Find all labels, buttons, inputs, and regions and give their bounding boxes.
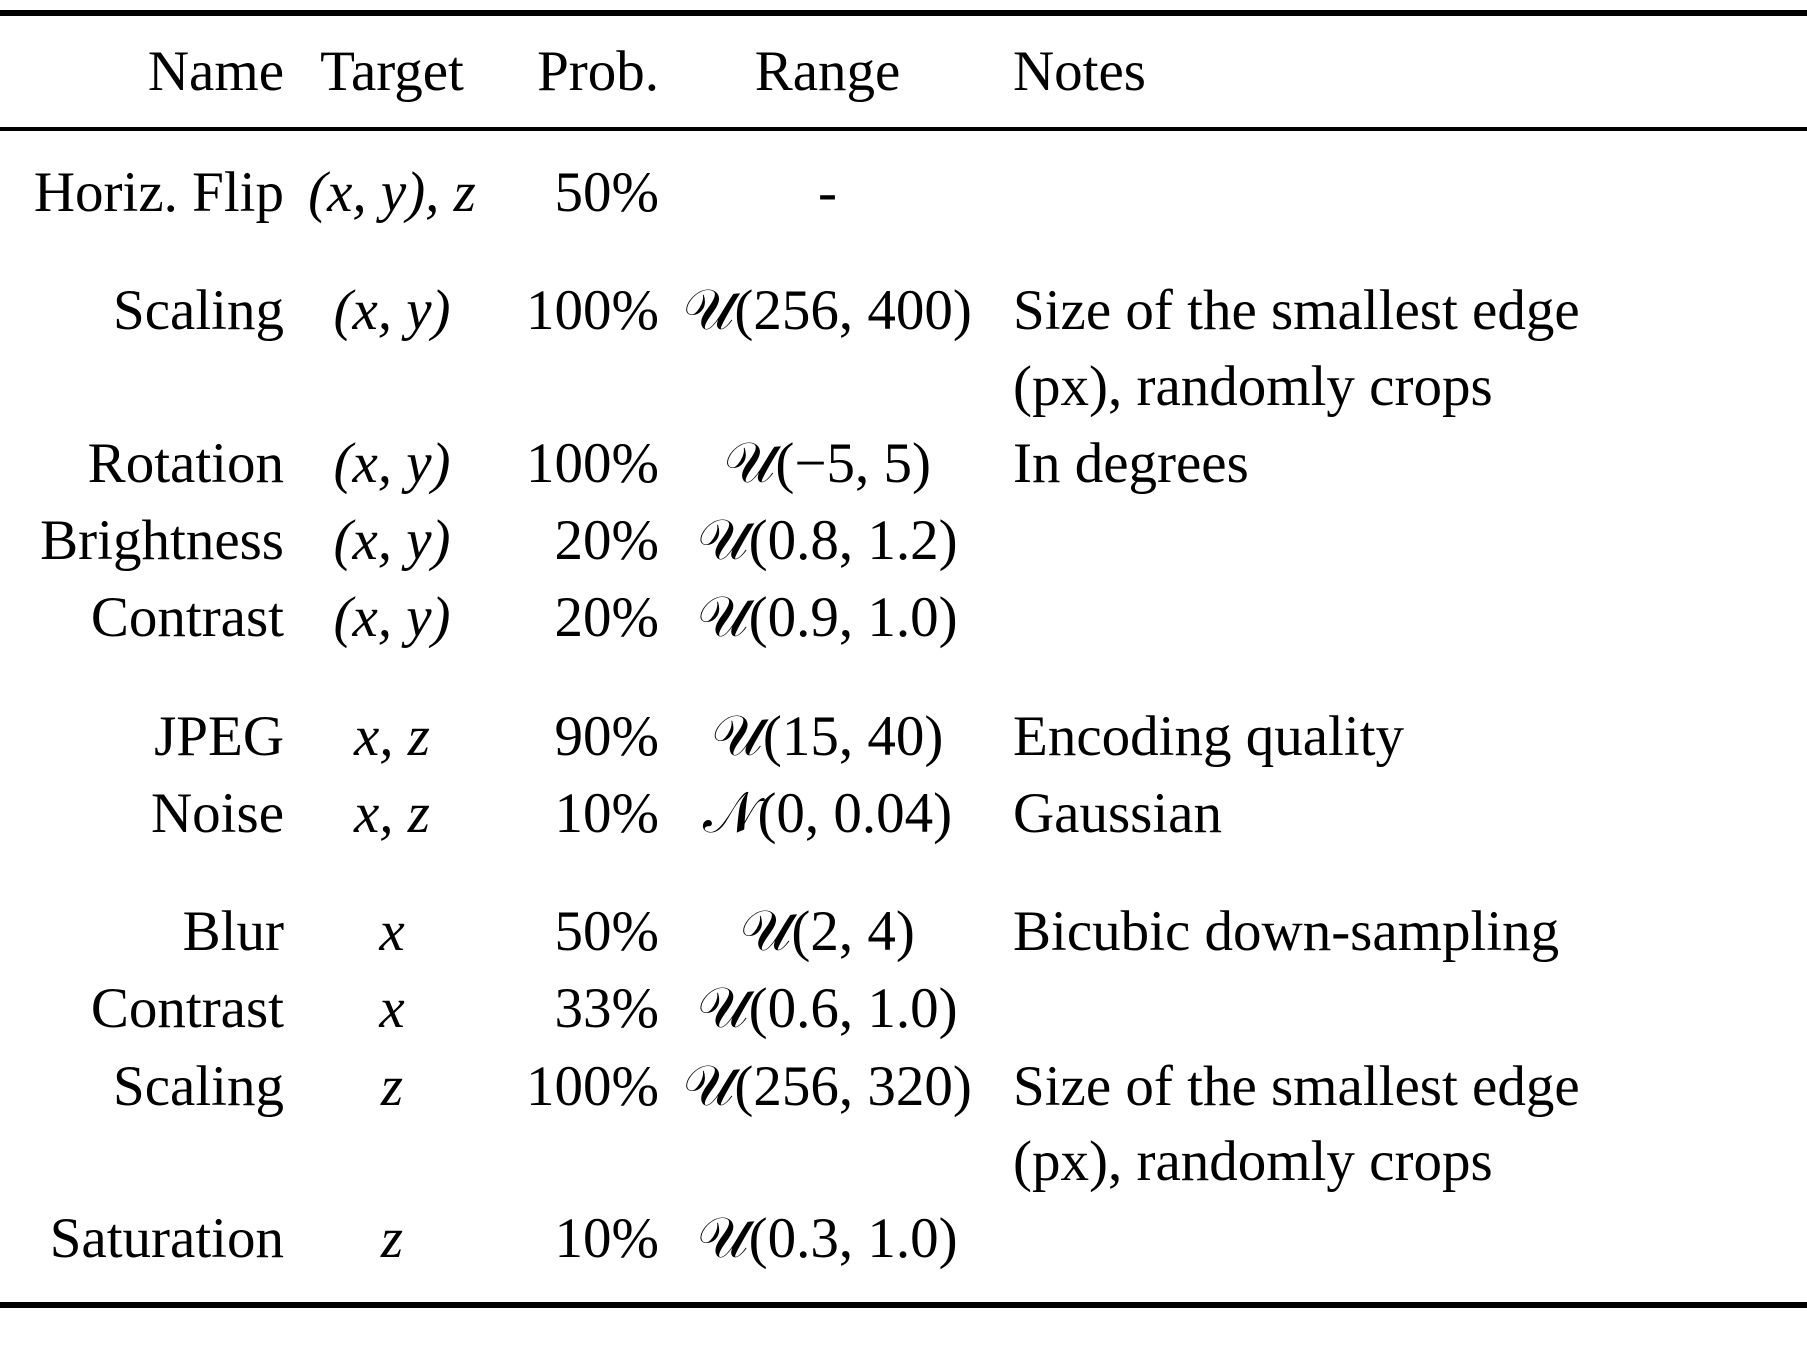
range-cell: 𝒰(0.8, 1.2) — [660, 502, 995, 579]
target-cell: x, z — [354, 704, 430, 768]
target-cell: x — [379, 977, 405, 1041]
range-values: - — [818, 161, 837, 225]
distribution-symbol: 𝒰 — [697, 975, 749, 1042]
distribution-symbol: 𝒰 — [724, 429, 776, 496]
notes-cell — [995, 579, 1807, 656]
range-values: (−5, 5) — [775, 431, 931, 495]
prob-cell: 100% — [526, 279, 659, 343]
column-header-range: Range — [754, 40, 901, 103]
range-cell: 𝒰(0.6, 1.0) — [660, 970, 995, 1047]
distribution-symbol: 𝒩 — [702, 779, 758, 846]
name-cell: Blur — [182, 900, 284, 964]
table-header: Name Target Prob. Range Notes — [0, 13, 1807, 130]
range-values: (0.9, 1.0) — [748, 586, 958, 650]
notes-cell: Size of the smallest edge (px), randomly… — [1013, 279, 1580, 418]
range-values: (256, 400) — [734, 279, 972, 343]
name-cell: JPEG — [154, 704, 284, 768]
column-header-notes: Notes — [1013, 40, 1146, 103]
table-row: Noise x, z 10% 𝒩(0, 0.04) Gaussian — [0, 775, 1807, 852]
table-row: Contrast (x, y) 20% 𝒰(0.9, 1.0) — [0, 579, 1807, 656]
notes-cell — [995, 502, 1807, 579]
target-cell: (x, y) — [333, 431, 451, 495]
table-row: Brightness (x, y) 20% 𝒰(0.8, 1.2) — [0, 502, 1807, 579]
table-row: Blur x 50% 𝒰(2, 4) Bicubic down-sampling — [0, 852, 1807, 970]
target-cell: x, z — [354, 781, 430, 845]
range-cell: 𝒰(−5, 5) — [660, 425, 995, 502]
notes-cell: Gaussian — [1013, 781, 1222, 845]
distribution-symbol: 𝒰 — [683, 277, 735, 344]
column-header-name: Name — [147, 40, 284, 103]
name-cell: Contrast — [90, 586, 284, 650]
column-header-prob: Prob. — [537, 40, 659, 103]
distribution-symbol: 𝒰 — [711, 702, 763, 769]
range-values: (0, 0.04) — [757, 781, 953, 845]
notes-cell: Encoding quality — [1013, 704, 1405, 768]
notes-cell: Bicubic down-sampling — [1013, 900, 1560, 964]
range-values: (15, 40) — [762, 704, 944, 768]
distribution-symbol: 𝒰 — [683, 1052, 735, 1119]
range-cell: 𝒰(256, 320) — [660, 1048, 995, 1200]
table-row: Contrast x 33% 𝒰(0.6, 1.0) — [0, 970, 1807, 1047]
name-cell: Noise — [151, 781, 284, 845]
target-cell: (x, y) — [333, 279, 451, 343]
range-values: (0.8, 1.2) — [748, 509, 958, 573]
distribution-symbol: 𝒰 — [697, 1205, 749, 1272]
table-row: Rotation (x, y) 100% 𝒰(−5, 5) In degrees — [0, 425, 1807, 502]
name-cell: Saturation — [49, 1207, 284, 1271]
range-cell: 𝒰(0.3, 1.0) — [660, 1200, 995, 1305]
prob-cell: 10% — [554, 781, 659, 845]
table-row: Scaling (x, y) 100% 𝒰(256, 400) Size of … — [0, 231, 1807, 424]
table-body: Horiz. Flip (x, y), z 50% - Scaling (x, … — [0, 129, 1807, 1305]
range-values: (256, 320) — [734, 1054, 972, 1118]
table-row: JPEG x, z 90% 𝒰(15, 40) Encoding quality — [0, 657, 1807, 775]
target-cell: (x, y) — [333, 586, 451, 650]
prob-cell: 100% — [526, 431, 659, 495]
notes-cell — [995, 1200, 1807, 1305]
prob-cell: 50% — [554, 161, 659, 225]
target-cell: z — [380, 1054, 404, 1118]
range-cell: - — [660, 129, 995, 231]
target-cell: x — [379, 900, 405, 964]
augmentation-table: Name Target Prob. Range Notes Horiz. Fli… — [0, 10, 1807, 1309]
name-cell: Rotation — [87, 431, 284, 495]
notes-cell — [995, 129, 1807, 231]
range-cell: 𝒰(256, 400) — [660, 231, 995, 424]
table-row: Saturation z 10% 𝒰(0.3, 1.0) — [0, 1200, 1807, 1305]
range-cell: 𝒩(0, 0.04) — [660, 775, 995, 852]
name-cell: Contrast — [90, 977, 284, 1041]
prob-cell: 50% — [554, 900, 659, 964]
prob-cell: 10% — [554, 1207, 659, 1271]
range-cell: 𝒰(2, 4) — [660, 852, 995, 970]
name-cell: Horiz. Flip — [33, 161, 284, 225]
range-cell: 𝒰(15, 40) — [660, 657, 995, 775]
name-cell: Scaling — [113, 1054, 284, 1118]
range-values: (0.3, 1.0) — [748, 1207, 958, 1271]
range-values: (2, 4) — [791, 900, 915, 964]
range-values: (0.6, 1.0) — [748, 977, 958, 1041]
table-row: Horiz. Flip (x, y), z 50% - — [0, 129, 1807, 231]
prob-cell: 20% — [554, 509, 659, 573]
name-cell: Scaling — [113, 279, 284, 343]
prob-cell: 90% — [554, 704, 659, 768]
notes-cell — [995, 970, 1807, 1047]
prob-cell: 20% — [554, 586, 659, 650]
target-cell: (x, y) — [333, 509, 451, 573]
header-row: Name Target Prob. Range Notes — [0, 13, 1807, 130]
distribution-symbol: 𝒰 — [740, 898, 792, 965]
prob-cell: 33% — [554, 977, 659, 1041]
target-cell: z — [380, 1207, 404, 1271]
name-cell: Brightness — [40, 509, 284, 573]
table-row: Scaling z 100% 𝒰(256, 320) Size of the s… — [0, 1048, 1807, 1200]
distribution-symbol: 𝒰 — [697, 507, 749, 574]
notes-cell: In degrees — [1013, 431, 1249, 495]
notes-cell: Size of the smallest edge (px), randomly… — [1013, 1054, 1580, 1193]
column-header-target: Target — [320, 40, 464, 103]
distribution-symbol: 𝒰 — [697, 584, 749, 651]
target-cell: (x, y), z — [308, 161, 476, 225]
range-cell: 𝒰(0.9, 1.0) — [660, 579, 995, 656]
prob-cell: 100% — [526, 1054, 659, 1118]
